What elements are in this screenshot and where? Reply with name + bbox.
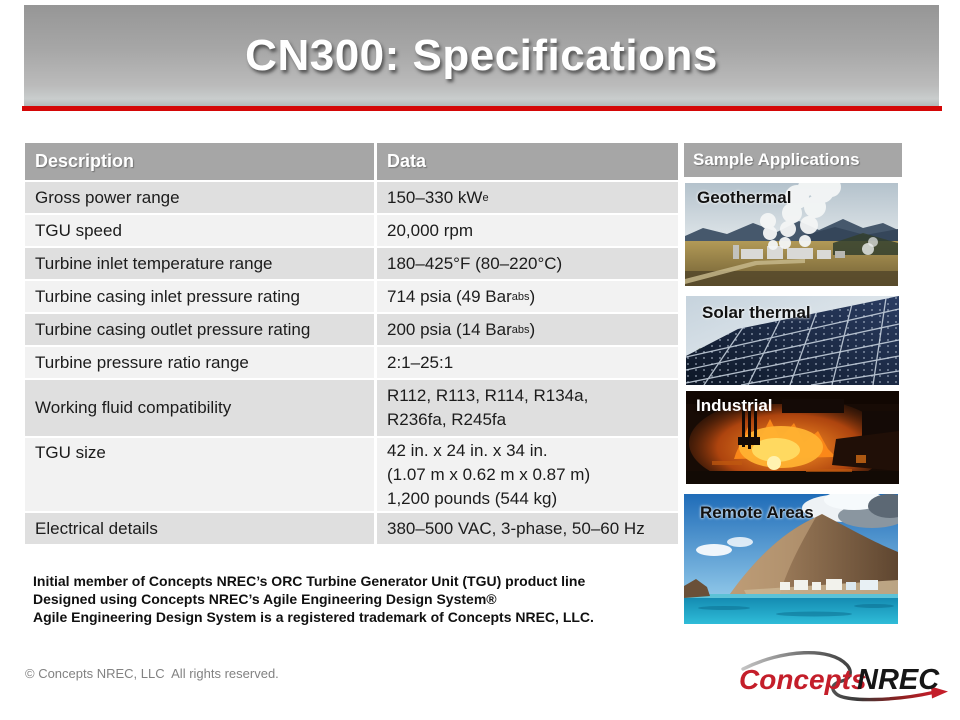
solar-thermal-photo: [686, 296, 899, 385]
row-value: 714 psia (49 Bar abs): [377, 281, 678, 312]
logo-nrec-text: NREC: [857, 664, 940, 696]
red-divider: [22, 106, 942, 111]
row-value: 200 psia (14 Bar abs): [377, 314, 678, 345]
company-logo: Concepts NREC: [739, 650, 948, 702]
column-header-description: Description: [25, 143, 374, 180]
image-label: Industrial: [696, 396, 773, 415]
notes-block: Initial member of Concepts NREC’s ORC Tu…: [33, 572, 653, 626]
logo-swoosh-icon: [741, 650, 935, 702]
spec-table: Description Data Gross power range 150–3…: [25, 143, 678, 544]
industrial-photo: [686, 391, 899, 484]
image-label: Remote Areas: [700, 503, 814, 522]
solar-thermal-image: Solar thermal: [686, 296, 899, 385]
industrial-image: Industrial: [686, 391, 899, 484]
row-value: 180–425°F (80–220°C): [377, 248, 678, 279]
logo-concepts-text: Concepts: [739, 664, 867, 695]
row-value: 20,000 rpm: [377, 215, 678, 246]
row-value: 2:1–25:1: [377, 347, 678, 378]
row-value: 380–500 VAC, 3-phase, 50–60 Hz: [377, 513, 678, 544]
row-label: Working fluid compatibility: [25, 380, 374, 436]
page-title: CN300: Specifications: [245, 30, 718, 80]
row-value: R112, R113, R114, R134a, R236fa, R245fa: [377, 380, 678, 436]
row-label: TGU size: [25, 438, 374, 511]
title-banner: CN300: Specifications: [24, 5, 939, 106]
row-label: Electrical details: [25, 513, 374, 544]
remote-areas-photo: [684, 494, 898, 624]
copyright-text: © Concepts NREC, LLC All rights reserved…: [25, 666, 279, 681]
row-label: Turbine casing outlet pressure rating: [25, 314, 374, 345]
row-label: Turbine casing inlet pressure rating: [25, 281, 374, 312]
row-value: 42 in. x 24 in. x 34 in. (1.07 m x 0.62 …: [377, 438, 678, 511]
row-value: 150–330 kW e: [377, 182, 678, 213]
row-label: Turbine pressure ratio range: [25, 347, 374, 378]
note-line-3: Agile Engineering Design System is a reg…: [33, 609, 594, 625]
note-line-1: Initial member of Concepts NREC’s ORC Tu…: [33, 573, 586, 589]
remote-areas-image: Remote Areas: [684, 494, 898, 624]
image-label: Solar thermal: [702, 303, 811, 322]
applications-header: Sample Applications: [684, 143, 902, 177]
image-label: Geothermal: [697, 188, 792, 207]
column-header-data: Data: [377, 143, 678, 180]
logo-arrow-icon: [931, 686, 948, 699]
row-label: TGU speed: [25, 215, 374, 246]
row-label: Turbine inlet temperature range: [25, 248, 374, 279]
geothermal-photo: [685, 183, 898, 286]
geothermal-image: Geothermal: [685, 183, 898, 286]
row-label: Gross power range: [25, 182, 374, 213]
note-line-2: Designed using Concepts NREC’s Agile Eng…: [33, 591, 497, 607]
